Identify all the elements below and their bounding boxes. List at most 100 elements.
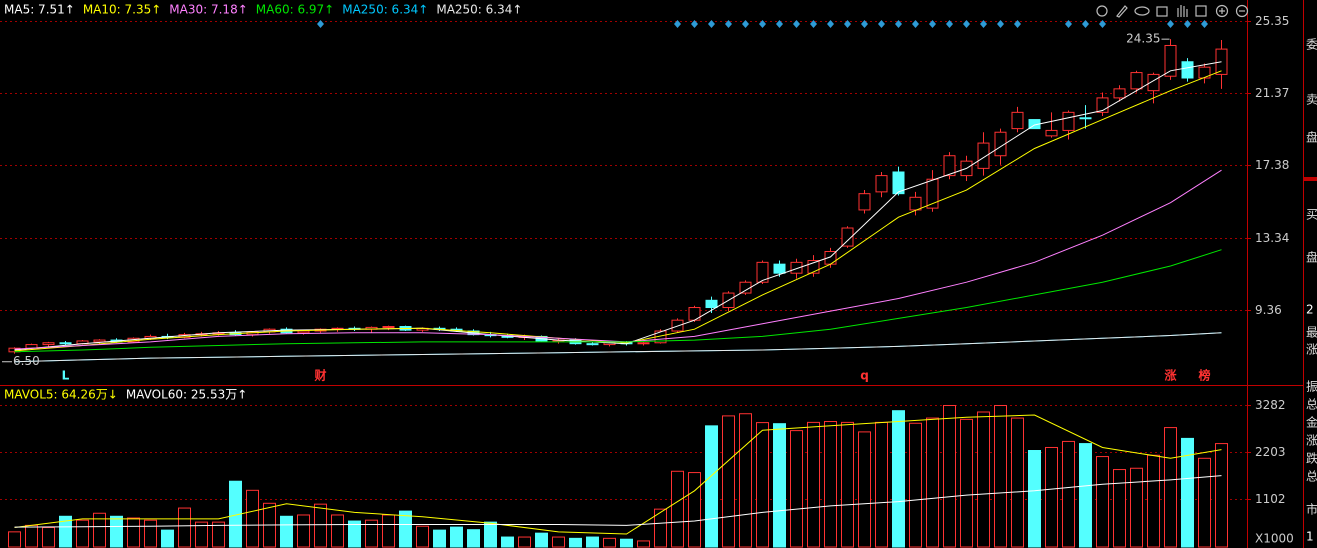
side-panel-text: 最 xyxy=(1306,326,1317,340)
side-panel-text: 1 xyxy=(1306,530,1314,544)
candle-body xyxy=(1096,97,1109,113)
event-diamond xyxy=(861,20,868,28)
volume-bar xyxy=(433,529,446,548)
side-panel-text: 市 xyxy=(1306,502,1317,517)
volume-bar xyxy=(1011,417,1024,548)
tool-settings[interactable] xyxy=(1096,5,1108,17)
candle-body xyxy=(1130,72,1143,90)
y-tick-label: 21.37 xyxy=(1255,86,1289,100)
candle-body xyxy=(1062,111,1075,131)
volume-bar xyxy=(127,517,140,548)
volume-bar xyxy=(637,540,650,548)
event-diamond xyxy=(674,20,681,28)
candle-body xyxy=(909,196,922,211)
event-diamond xyxy=(827,20,834,28)
event-label: 涨 xyxy=(1164,368,1176,383)
volume-bar xyxy=(994,405,1007,548)
event-diamond xyxy=(708,20,715,28)
volume-bar xyxy=(688,472,701,548)
volume-bar xyxy=(1096,456,1109,548)
volume-bar xyxy=(1028,450,1041,548)
y-tick-label: 13.34 xyxy=(1255,231,1289,245)
volume-bar xyxy=(705,425,718,548)
toolbar xyxy=(1096,4,1249,18)
tool-view[interactable] xyxy=(1134,6,1150,16)
volume-bar xyxy=(654,508,667,548)
tool-zoom-in-sign xyxy=(1219,8,1225,14)
ma-line xyxy=(14,475,1222,528)
side-panel-text: 卖 xyxy=(1306,93,1317,107)
y-tick-label: 1102 xyxy=(1255,492,1286,506)
volume-bar xyxy=(603,537,616,548)
candle-body xyxy=(297,330,310,334)
volume-bar xyxy=(1062,440,1075,548)
volume-bar xyxy=(824,421,837,548)
side-panel-text: 2 xyxy=(1306,303,1314,317)
volume-bar xyxy=(892,410,905,548)
legend-entry: MA5: 7.51↑ xyxy=(4,3,75,17)
volume-bar xyxy=(25,524,38,548)
tool-draw[interactable] xyxy=(1116,5,1128,18)
candle-body xyxy=(841,227,854,247)
volume-bar xyxy=(178,507,191,548)
tool-zoom-in[interactable] xyxy=(1215,4,1229,18)
side-panel-text: 盘 xyxy=(1306,250,1317,265)
event-diamond xyxy=(878,20,885,28)
event-diamond xyxy=(980,20,987,28)
tool-copy[interactable] xyxy=(1195,5,1207,17)
legend-entry: MA30: 7.18↑ xyxy=(169,3,247,17)
side-panel-text: 跌 xyxy=(1306,451,1317,466)
legend-entry: MA250: 6.34↑ xyxy=(342,3,428,17)
event-diamond xyxy=(1184,20,1191,28)
volume-bar xyxy=(960,418,973,548)
event-diamond xyxy=(1082,20,1089,28)
volume-bar xyxy=(586,536,599,548)
volume-bar xyxy=(1130,467,1143,548)
volume-bar xyxy=(76,519,89,548)
volume-bar xyxy=(1045,446,1058,548)
candle-body xyxy=(705,299,718,309)
volume-bar xyxy=(416,525,429,548)
event-diamond xyxy=(997,20,1004,28)
ma-line xyxy=(14,70,1222,352)
candle-body xyxy=(790,261,803,274)
volume-bar xyxy=(1147,454,1160,548)
event-diamond xyxy=(929,20,936,28)
tool-zoom-out[interactable] xyxy=(1235,4,1249,18)
volume-bar xyxy=(331,514,344,548)
event-diamond xyxy=(691,20,698,28)
event-diamond xyxy=(946,20,953,28)
side-panel-text: 涨 xyxy=(1306,342,1317,357)
event-diamond xyxy=(317,20,324,28)
volume-bar xyxy=(161,529,174,548)
candle-body xyxy=(1198,66,1211,79)
volume-bar xyxy=(1198,457,1211,548)
event-label: 财 xyxy=(313,368,326,383)
volume-bar xyxy=(42,527,55,548)
volume-bar xyxy=(110,515,123,548)
y-tick-label: 9.36 xyxy=(1255,303,1282,317)
side-marker xyxy=(1304,177,1317,181)
volume-bar xyxy=(399,510,412,548)
event-diamond xyxy=(844,20,851,28)
candle-body xyxy=(59,342,72,345)
candle-body xyxy=(875,175,888,193)
legend-entry: MA10: 7.35↑ xyxy=(83,3,161,17)
candle-body xyxy=(42,342,55,346)
candle-body xyxy=(807,260,820,274)
event-diamond xyxy=(912,20,919,28)
candle-body xyxy=(994,131,1007,157)
ma-line xyxy=(14,249,1222,353)
candle-body xyxy=(1045,129,1058,137)
volume-bar xyxy=(875,421,888,548)
tool-home[interactable] xyxy=(1156,6,1168,17)
side-panel-text: 委 xyxy=(1306,38,1317,52)
volume-bar xyxy=(569,537,582,548)
volume-bar xyxy=(739,413,752,548)
side-panel-text: 买 xyxy=(1306,208,1317,222)
candle-body xyxy=(892,171,905,195)
volume-bar xyxy=(807,421,820,548)
side-panel-text: 总 xyxy=(1306,398,1317,412)
tool-hand[interactable] xyxy=(1177,5,1188,17)
